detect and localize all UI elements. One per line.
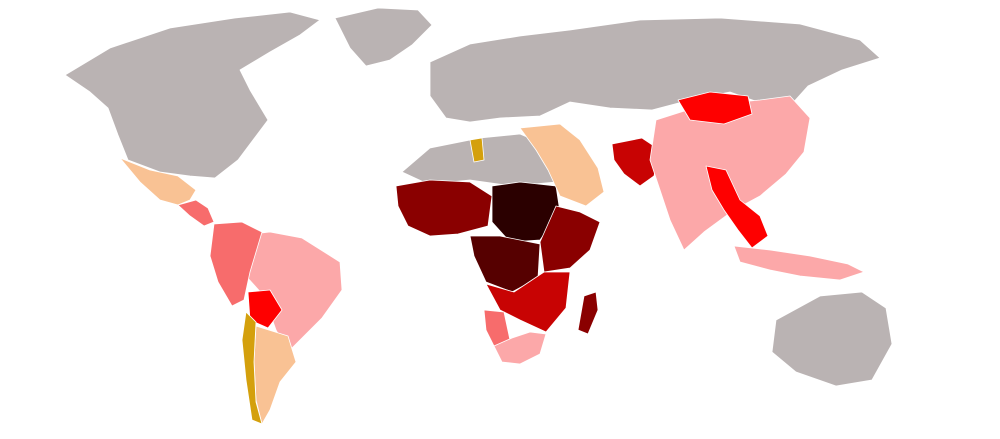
region-central-america[interactable]	[177, 199, 215, 227]
region-argentina[interactable]	[253, 325, 297, 425]
region-mexico[interactable]	[119, 157, 197, 206]
region-west-africa[interactable]	[395, 179, 493, 237]
region-southern-africa[interactable]	[485, 271, 571, 333]
region-greenland[interactable]	[334, 7, 433, 67]
region-southeast-asia[interactable]	[705, 165, 769, 249]
region-south-africa[interactable]	[493, 331, 547, 365]
region-middle-east[interactable]	[519, 123, 605, 207]
region-tunisia[interactable]	[469, 137, 485, 163]
region-madagascar[interactable]	[577, 291, 599, 335]
region-china-india[interactable]	[649, 95, 811, 251]
region-south-america-west[interactable]	[209, 221, 263, 307]
region-russia-europe[interactable]	[429, 17, 881, 123]
region-chile[interactable]	[241, 311, 263, 425]
region-australia[interactable]	[771, 291, 893, 387]
region-indonesia[interactable]	[733, 245, 865, 281]
region-east-africa[interactable]	[539, 205, 601, 273]
region-afghanistan-pakistan[interactable]	[611, 137, 661, 187]
region-north-america[interactable]	[64, 11, 321, 179]
region-mongolia[interactable]	[677, 91, 753, 125]
